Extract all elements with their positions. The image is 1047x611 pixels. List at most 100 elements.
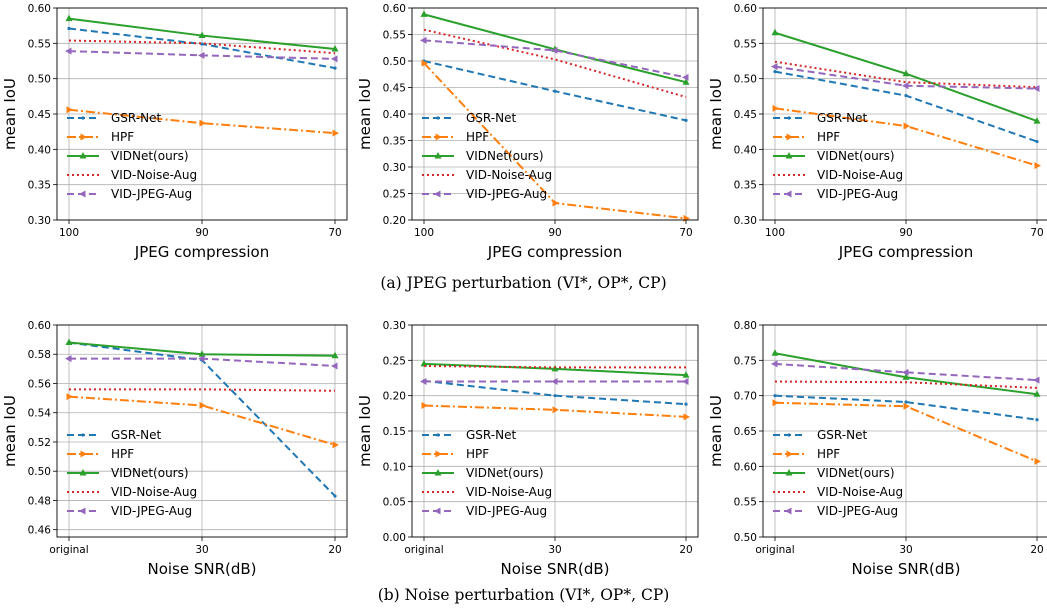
x-tick-label: original [404,544,443,556]
plot-frame [411,7,699,221]
y-tick-label: 0.48 [28,495,51,507]
data-point-vidnet-ours-marker [331,351,339,359]
legend-gsr-net-marker [787,116,791,120]
x-tick-label: 20 [328,544,341,556]
legend-label-vid-noise-aug: VID-Noise-Aug [111,168,197,182]
data-point-hpf-marker [421,402,428,410]
legend-label-vidnet-ours: VIDNet(ours) [466,466,544,480]
data-point-vid-jpeg-aug-marker [771,63,778,71]
legend-label-gsr-net: GSR-Net [466,428,516,442]
y-tick-label: 0.50 [28,466,51,478]
y-tick-label: 0.55 [28,38,51,50]
chart-panel-6: 0.50 0.55 0.60 0.65 0.70 0.75 0.80 original 30 20… [707,320,1047,578]
legend-label-vidnet-ours: VIDNet(ours) [111,466,189,480]
data-point-vidnet-ours-marker [1033,390,1041,397]
x-axis-label: JPEG compression [134,243,269,261]
series-line-vid-noise-aug [69,388,336,392]
legend-gsr-net-marker [436,433,440,437]
data-point-vidnet-ours-marker [198,31,206,39]
data-point-vidnet-ours-marker [1033,117,1041,124]
y-tick-label: 0.60 [734,461,757,473]
y-tick-label: 0.58 [28,349,51,361]
series-vid-jpeg-aug [65,355,338,370]
x-axis-label: Noise SNR(dB) [851,560,960,578]
series-vidnet-ours [65,338,339,359]
legend-vidnet-ours-marker [79,469,87,476]
data-point-vidnet-ours-marker [682,371,690,378]
y-tick-label: 0.60 [383,3,406,15]
legend-vid-jpeg-aug-marker [434,190,441,198]
data-point-vid-jpeg-aug-marker [551,378,558,386]
series-hpf [421,402,690,421]
legend: GSR-Net HPF VIDNet(ours) VID-Noise-Aug VID-J… [422,111,552,201]
y-tick-label: 0.45 [383,83,406,95]
x-tick-label: 20 [1030,544,1043,556]
data-point-vid-jpeg-aug-marker [198,51,205,59]
data-point-vid-jpeg-aug-marker [551,46,558,54]
series-gsr-net [67,26,337,70]
y-axis-label: mean IoU [356,78,374,150]
y-tick-label: 0.55 [734,497,757,509]
x-tick-label: 100 [414,227,434,239]
caption-jpeg-perturbation: (a) JPEG perturbation (VI*, OP*, CP) [380,274,667,292]
series-vid-jpeg-aug [65,47,338,63]
y-tick-label: 0.25 [383,355,406,367]
legend-label-vidnet-ours: VIDNet(ours) [817,466,895,480]
data-point-hpf-marker [772,399,779,407]
data-point-gsr-net-marker [684,402,688,406]
data-point-vid-jpeg-aug-marker [1033,376,1040,384]
data-point-gsr-net-marker [904,94,908,98]
legend: GSR-Net HPF VIDNet(ours) VID-Noise-Aug VID-J… [773,428,903,518]
chart-panel-4: 0.46 0.48 0.50 0.52 0.54 0.56 0.58 0.60 original… [1,320,348,578]
legend: GSR-Net HPF VIDNet(ours) VID-Noise-Aug VID-J… [773,111,903,201]
data-point-hpf-marker [199,119,206,127]
series-gsr-net [773,70,1039,144]
legend-label-vid-noise-aug: VID-Noise-Aug [466,485,552,499]
y-tick-label: 0.20 [383,215,406,227]
legend-label-vid-jpeg-aug: VID-JPEG-Aug [466,504,547,518]
plot-frame [411,324,699,538]
data-point-vid-jpeg-aug-marker [65,47,72,55]
data-point-vid-jpeg-aug-marker [65,355,72,363]
x-axis-label: JPEG compression [838,243,973,261]
series-hpf [66,106,339,137]
x-axis-label: Noise SNR(dB) [500,560,609,578]
series-line-vid-jpeg-aug [423,39,687,79]
x-tick-label: 70 [679,227,692,239]
legend-hpf-marker [80,450,87,458]
data-point-vidnet-ours-marker [198,350,206,357]
series-vidnet-ours [771,349,1041,397]
y-tick-label: 0.30 [734,215,757,227]
legend-label-vid-jpeg-aug: VID-JPEG-Aug [111,504,192,518]
legend-hpf-marker [435,450,442,458]
legend-label-gsr-net: GSR-Net [817,111,867,125]
data-point-vid-jpeg-aug-marker [771,360,778,368]
legend-label-vid-jpeg-aug: VID-JPEG-Aug [817,187,898,201]
legend-label-gsr-net: GSR-Net [466,111,516,125]
data-point-gsr-net-marker [904,400,908,404]
y-tick-label: 0.55 [383,30,406,42]
y-tick-label: 0.15 [383,426,406,438]
y-tick-label: 0.60 [734,3,757,15]
series-hpf [772,399,1041,465]
legend-label-vid-jpeg-aug: VID-JPEG-Aug [111,187,192,201]
y-tick-label: 0.56 [28,378,52,390]
y-axis-label: mean IoU [707,78,725,150]
legend: GSR-Net HPF VIDNet(ours) VID-Noise-Aug VID-J… [67,111,197,201]
data-point-vid-jpeg-aug-marker [198,355,205,363]
data-point-gsr-net-marker [773,70,777,74]
y-tick-label: 0.55 [734,38,757,50]
x-tick-label: 70 [1030,227,1043,239]
y-tick-label: 0.45 [734,109,757,121]
legend-label-vid-jpeg-aug: VID-JPEG-Aug [817,504,898,518]
legend-gsr-net-marker [81,433,85,437]
data-point-vid-jpeg-aug-marker [331,55,338,63]
y-axis-label: mean IoU [707,395,725,467]
data-point-gsr-net-marker [200,42,204,46]
data-point-gsr-net-marker [333,494,337,498]
data-point-vid-jpeg-aug-marker [331,362,338,370]
series-gsr-net [773,394,1039,422]
y-tick-label: 0.40 [28,144,51,156]
plot-frame [762,324,1047,538]
y-tick-label: 0.25 [383,189,406,201]
